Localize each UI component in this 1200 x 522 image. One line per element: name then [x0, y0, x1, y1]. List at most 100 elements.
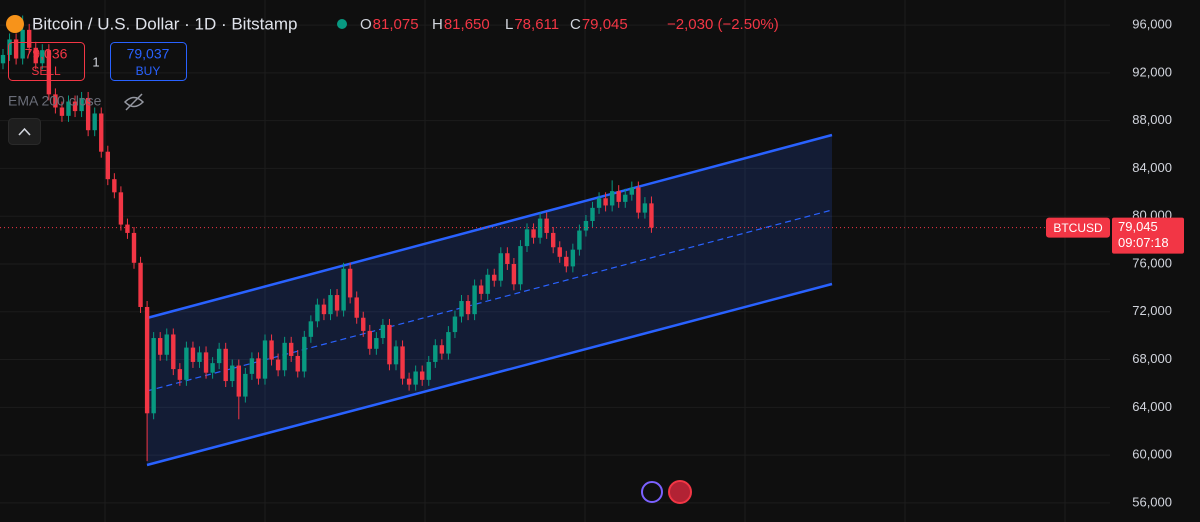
candle-body: [72, 101, 78, 112]
ohlc-value: 79,045: [582, 16, 628, 33]
candle-body: [269, 340, 274, 360]
event-icon[interactable]: [668, 480, 692, 504]
quantity[interactable]: 1: [92, 54, 99, 69]
candles: [0, 15, 654, 462]
candle-body: [590, 207, 595, 221]
candle-body: [616, 191, 621, 202]
candle-body: [158, 338, 163, 355]
sell-label: SELL: [31, 64, 61, 78]
candle-body: [282, 342, 287, 371]
candle-body: [131, 232, 137, 263]
candle-body: [505, 253, 510, 264]
ohlc-value: 81,075: [373, 16, 419, 33]
candle-body: [498, 253, 503, 281]
candle-body: [472, 285, 477, 315]
ohlc-key: C: [570, 16, 581, 33]
candle-body: [289, 342, 294, 356]
channel-upper[interactable]: [146, 133, 833, 320]
candle-body: [216, 348, 222, 364]
candle-body: [406, 378, 412, 385]
candle-body: [341, 268, 346, 311]
channel-lower[interactable]: [146, 282, 833, 467]
y-tick-label: 92,000: [1132, 64, 1172, 79]
candle-body: [623, 194, 628, 202]
candle-body: [577, 230, 582, 250]
candle-body: [387, 324, 392, 365]
price-tag-label: 79,045: [1118, 219, 1158, 234]
channel-mid: [146, 209, 833, 392]
candle-body: [27, 29, 32, 48]
candle-body: [321, 304, 327, 315]
ohlc-key: L: [505, 16, 513, 33]
y-tick-label: 96,000: [1132, 17, 1172, 32]
candle-body: [400, 346, 405, 379]
candle-body: [243, 373, 248, 397]
candle-body: [354, 297, 359, 318]
candle-body: [544, 218, 549, 233]
candle-body: [171, 334, 176, 370]
candle-body: [177, 369, 183, 380]
candle-body: [7, 39, 12, 55]
indicator-label[interactable]: EMA 200 close: [8, 93, 102, 109]
candle-body: [20, 29, 25, 59]
candle-body: [367, 330, 372, 349]
candle-body: [197, 352, 202, 362]
candle-body: [236, 365, 241, 397]
ohlc-legend: O 81,075 H 81,650 L 78,611 C 79,045: [360, 16, 628, 33]
candle-body: [79, 97, 84, 112]
candle-body: [459, 301, 464, 317]
candle-body: [361, 317, 366, 331]
collapse-button[interactable]: [8, 118, 41, 145]
y-tick-label: 72,000: [1132, 303, 1172, 318]
candle-body: [524, 229, 530, 247]
candle-body: [164, 334, 169, 355]
candle-body: [570, 249, 576, 267]
y-tick-label: 68,000: [1132, 351, 1172, 366]
candle-body: [66, 101, 71, 116]
candle-body: [433, 345, 438, 362]
candle-body: [275, 359, 281, 371]
price-tag: [1112, 217, 1184, 254]
hide-icon[interactable]: [123, 93, 145, 111]
y-tick-label: 88,000: [1132, 112, 1172, 127]
symbol-tag: [1046, 217, 1110, 238]
candle-body: [262, 340, 268, 379]
candle-body: [112, 179, 117, 193]
candle-body: [426, 361, 431, 380]
candle-body: [564, 256, 569, 267]
symbol-tag-label: BTCUSD: [1053, 221, 1103, 235]
candle-body: [446, 332, 451, 354]
event-icon[interactable]: [641, 481, 663, 503]
candle-body: [13, 39, 19, 59]
candle-body: [439, 345, 445, 354]
candle-body: [203, 352, 209, 373]
candle-body: [249, 358, 255, 374]
candle-body: [485, 274, 490, 294]
candle-body: [649, 203, 654, 228]
candle-body: [46, 50, 52, 95]
candle-body: [0, 54, 6, 64]
candle-body: [92, 113, 97, 131]
candle-body: [105, 151, 110, 180]
change: −2,030 (−2.50%): [667, 16, 779, 33]
symbol-title[interactable]: Bitcoin / U.S. Dollar · 1D · Bitstamp: [32, 14, 297, 33]
candle-body: [53, 94, 58, 108]
candle-body: [151, 338, 156, 414]
candle-body: [347, 268, 353, 298]
candle-body: [118, 192, 124, 225]
candle-body: [40, 50, 45, 64]
candle-body: [230, 365, 235, 382]
sell-button[interactable]: [8, 42, 85, 81]
candle-body: [531, 229, 536, 238]
ohlc-key: H: [432, 16, 443, 33]
buy-button[interactable]: [110, 42, 187, 81]
candle-body: [492, 274, 497, 281]
candle-body: [223, 348, 228, 382]
candle-body: [184, 347, 189, 380]
sell-price: 79,036: [25, 46, 68, 62]
candle-body: [302, 336, 307, 372]
candle-body: [190, 347, 196, 362]
candle-body: [537, 218, 543, 238]
